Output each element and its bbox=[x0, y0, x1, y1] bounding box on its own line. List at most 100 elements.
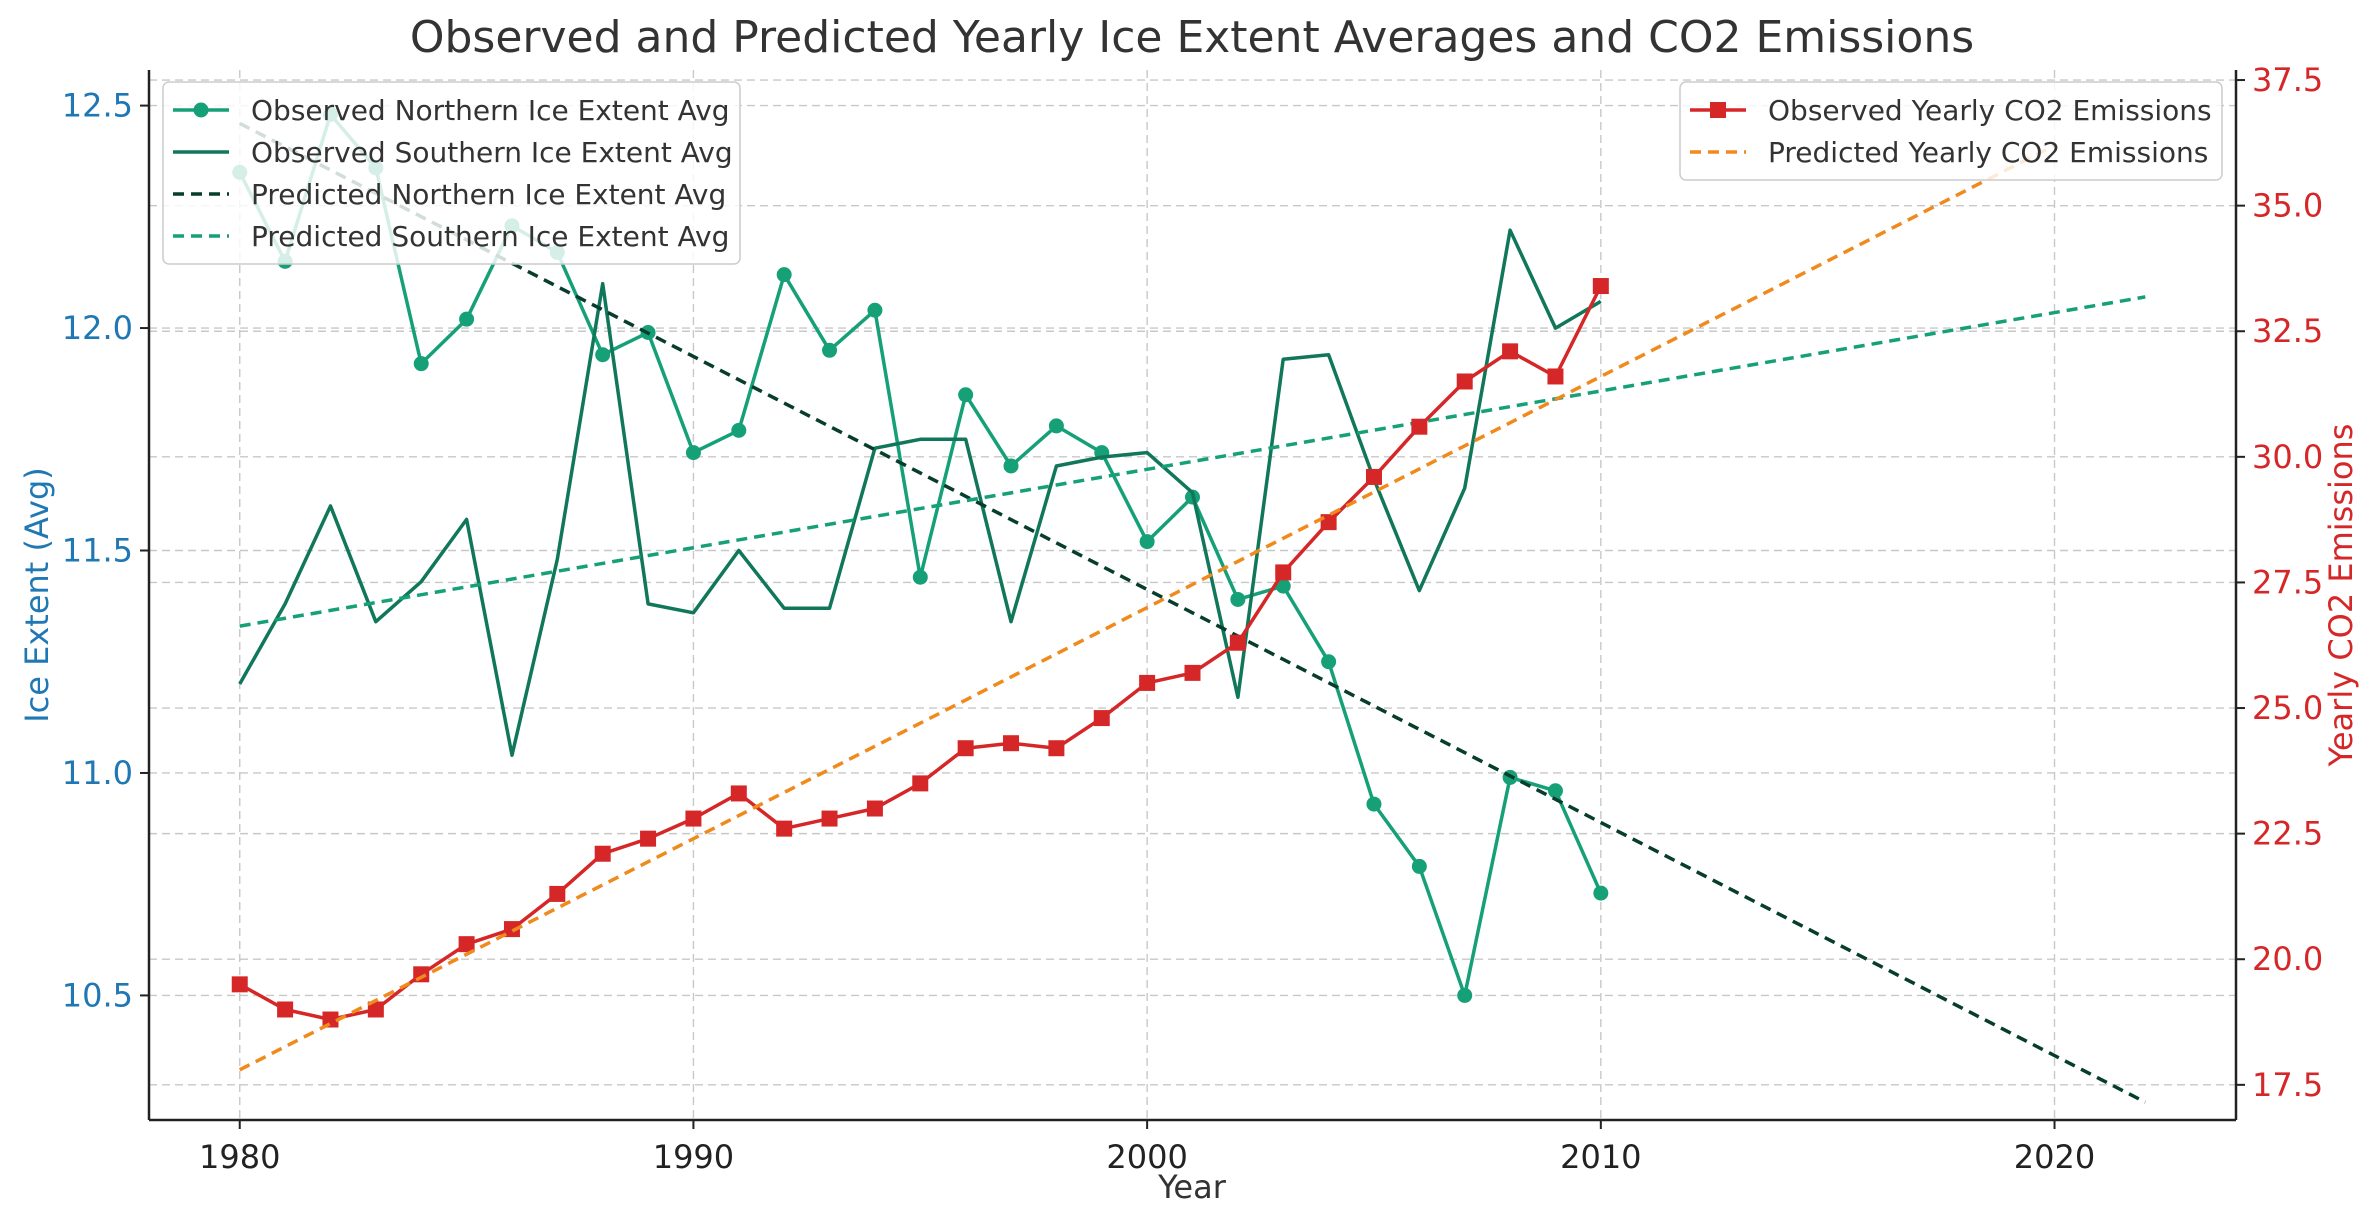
point-observed-co2 bbox=[685, 810, 702, 827]
point-observed-co2 bbox=[549, 885, 566, 902]
point-observed-northern-ice bbox=[731, 422, 747, 438]
series-line-predicted-co2 bbox=[238, 143, 2056, 1072]
series-layer bbox=[231, 106, 2147, 1104]
point-observed-northern-ice bbox=[912, 569, 928, 585]
right-tick-label: 25.0 bbox=[2252, 689, 2323, 727]
x-tick-label: 2020 bbox=[2014, 1138, 2095, 1176]
point-observed-northern-ice bbox=[1593, 885, 1609, 901]
legend-label-observed-northern-ice: Observed Northern Ice Extent Avg bbox=[251, 94, 730, 127]
left-tick-label: 11.0 bbox=[62, 754, 133, 792]
point-observed-northern-ice bbox=[1411, 858, 1427, 874]
point-observed-co2 bbox=[730, 785, 747, 802]
right-tick-label: 35.0 bbox=[2252, 187, 2323, 225]
point-observed-co2 bbox=[1502, 343, 1519, 360]
x-tick-label: 1980 bbox=[199, 1138, 280, 1176]
legend-label-observed-southern-ice: Observed Southern Ice Extent Avg bbox=[251, 136, 733, 169]
right-axis-ticks: 17.5 20.0 22.5 25.0 27.5 30.0 32.5 35.0 37.5 bbox=[2236, 61, 2323, 1104]
right-tick-label: 22.5 bbox=[2252, 815, 2323, 853]
x-tick-label: 2010 bbox=[1560, 1138, 1641, 1176]
point-observed-co2 bbox=[1139, 674, 1156, 691]
point-observed-co2 bbox=[1320, 514, 1337, 531]
left-tick-label: 11.5 bbox=[62, 532, 133, 570]
point-observed-northern-ice bbox=[1048, 418, 1064, 434]
legend-ice-extent: Observed Northern Ice Extent Avg Observed… bbox=[162, 81, 741, 265]
point-observed-northern-ice bbox=[1139, 534, 1155, 550]
legend-marker bbox=[193, 102, 209, 118]
point-observed-northern-ice bbox=[958, 387, 974, 403]
point-observed-co2 bbox=[1456, 373, 1473, 390]
chart-title: Observed and Predicted Yearly Ice Extent… bbox=[410, 12, 1974, 63]
legend-box bbox=[1679, 81, 2223, 181]
point-observed-co2 bbox=[322, 1011, 339, 1028]
point-observed-co2 bbox=[821, 810, 838, 827]
x-axis-ticks: 1980 1990 2000 2010 2020 bbox=[199, 1120, 2095, 1176]
point-observed-co2 bbox=[1365, 468, 1382, 485]
point-observed-co2 bbox=[1048, 740, 1065, 757]
point-observed-northern-ice bbox=[1275, 578, 1291, 594]
legend-label-observed-co2: Observed Yearly CO2 Emissions bbox=[1768, 94, 2212, 127]
point-observed-co2 bbox=[866, 800, 883, 817]
point-observed-co2 bbox=[912, 775, 929, 792]
series-line-predicted-southern-ice bbox=[239, 295, 2146, 628]
series-predicted-co2 bbox=[238, 143, 2056, 1072]
series-line-predicted-northern-ice bbox=[238, 121, 2147, 1104]
point-observed-northern-ice bbox=[776, 267, 792, 283]
right-tick-label: 27.5 bbox=[2252, 563, 2323, 601]
point-observed-co2 bbox=[1592, 278, 1609, 295]
legend-label-predicted-southern-ice: Predicted Southern Ice Extent Avg bbox=[251, 220, 729, 253]
point-observed-co2 bbox=[640, 830, 657, 847]
right-tick-label: 17.5 bbox=[2252, 1066, 2323, 1104]
x-tick-label: 2000 bbox=[1106, 1138, 1187, 1176]
point-observed-northern-ice bbox=[413, 356, 429, 372]
series-observed-co2 bbox=[231, 278, 1609, 1028]
right-tick-label: 30.0 bbox=[2252, 438, 2323, 476]
series-predicted-southern-ice bbox=[239, 295, 2146, 628]
legend-marker bbox=[1710, 102, 1726, 118]
left-axis-label: Ice Extent (Avg) bbox=[18, 467, 56, 723]
right-axis-label: Yearly CO2 Emissions bbox=[2322, 424, 2360, 768]
right-tick-label: 37.5 bbox=[2252, 61, 2323, 99]
point-observed-northern-ice bbox=[822, 342, 838, 358]
point-observed-northern-ice bbox=[685, 445, 701, 461]
legend-label-predicted-co2: Predicted Yearly CO2 Emissions bbox=[1768, 136, 2208, 169]
point-observed-northern-ice bbox=[1321, 654, 1337, 670]
grid-lines bbox=[149, 70, 2236, 1120]
point-observed-northern-ice bbox=[595, 347, 611, 363]
left-tick-label: 12.5 bbox=[62, 87, 133, 125]
point-observed-northern-ice bbox=[1003, 458, 1019, 474]
legend-box bbox=[162, 81, 741, 265]
point-observed-co2 bbox=[277, 1001, 294, 1018]
left-tick-label: 12.0 bbox=[62, 309, 133, 347]
point-observed-co2 bbox=[413, 966, 430, 983]
point-observed-northern-ice bbox=[1457, 987, 1473, 1003]
point-observed-northern-ice bbox=[1230, 591, 1246, 607]
x-axis-label: Year bbox=[1157, 1168, 1227, 1206]
point-observed-northern-ice bbox=[867, 302, 883, 318]
point-observed-co2 bbox=[1184, 664, 1201, 681]
point-observed-co2 bbox=[594, 845, 611, 862]
point-observed-co2 bbox=[231, 976, 248, 993]
point-observed-co2 bbox=[458, 936, 475, 953]
right-tick-label: 32.5 bbox=[2252, 312, 2323, 350]
point-observed-co2 bbox=[503, 921, 520, 938]
point-observed-co2 bbox=[1229, 634, 1246, 651]
legend-label-predicted-northern-ice: Predicted Northern Ice Extent Avg bbox=[251, 178, 726, 211]
point-observed-co2 bbox=[1003, 735, 1020, 752]
right-tick-label: 20.0 bbox=[2252, 940, 2323, 978]
point-observed-northern-ice bbox=[1547, 783, 1563, 799]
point-observed-co2 bbox=[1547, 368, 1564, 385]
left-tick-label: 10.5 bbox=[62, 976, 133, 1014]
point-observed-northern-ice bbox=[459, 311, 475, 327]
left-axis-ticks: 10.5 11.0 11.5 12.0 12.5 bbox=[62, 87, 149, 1014]
point-observed-co2 bbox=[776, 820, 793, 837]
series-predicted-northern-ice bbox=[238, 121, 2147, 1104]
point-observed-co2 bbox=[1411, 418, 1428, 435]
point-observed-co2 bbox=[1275, 564, 1292, 581]
point-observed-northern-ice bbox=[1366, 796, 1382, 812]
point-observed-co2 bbox=[1093, 710, 1110, 727]
legend-co2-emissions: Observed Yearly CO2 Emissions Predicted Y… bbox=[1679, 81, 2223, 181]
point-observed-co2 bbox=[957, 740, 974, 757]
x-tick-label: 1990 bbox=[653, 1138, 734, 1176]
point-observed-co2 bbox=[367, 1001, 384, 1018]
